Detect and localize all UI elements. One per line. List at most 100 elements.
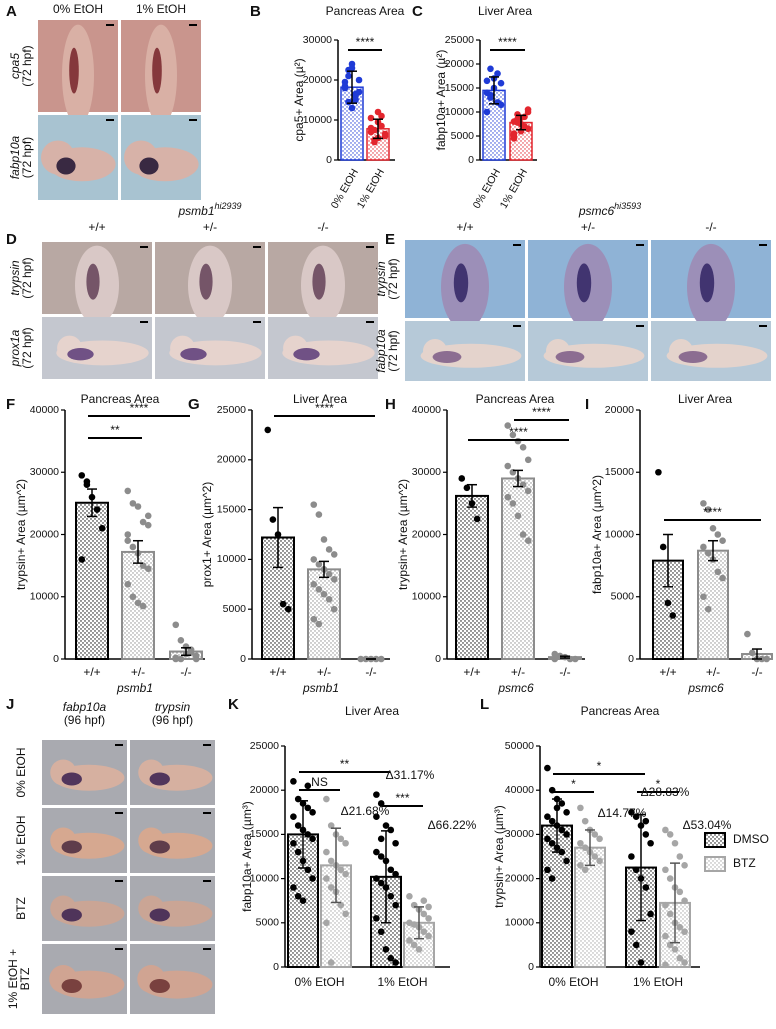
- significance-label: ****: [498, 35, 517, 49]
- organ-stain: [61, 908, 82, 922]
- column-label: -/-: [705, 220, 716, 234]
- organ-stain: [678, 351, 708, 363]
- data-point: [510, 135, 518, 142]
- data-point: [415, 946, 423, 953]
- x-tick-label: 1% EtOH: [633, 975, 683, 989]
- row-label: (72 hpf): [20, 45, 34, 86]
- data-point: [669, 612, 677, 619]
- data-point: [596, 857, 603, 865]
- data-point: [655, 468, 662, 476]
- data-point: [374, 108, 382, 116]
- row-label: 0% EtOH: [14, 747, 28, 797]
- data-point: [337, 901, 345, 909]
- panel-letter: G: [188, 396, 200, 413]
- data-point: [664, 599, 672, 607]
- chart-title: Liver Area: [678, 392, 732, 406]
- row-label: 1% EtOH +: [6, 949, 20, 1009]
- x-tick-label: +/-: [131, 665, 145, 679]
- y-tick-label: 10000: [250, 872, 279, 884]
- x-tick-label: -/-: [751, 665, 762, 679]
- data-point: [524, 537, 532, 545]
- y-tick-label: 15000: [445, 82, 474, 94]
- data-point: [310, 501, 318, 508]
- y-tick-label: 30000: [30, 466, 59, 478]
- data-point: [325, 595, 333, 603]
- significance-label: ****: [356, 35, 375, 49]
- error-bar: [381, 830, 391, 924]
- organ-stain: [149, 908, 170, 922]
- data-point: [425, 932, 432, 940]
- panel-letter: A: [6, 3, 17, 20]
- data-point: [124, 581, 132, 588]
- data-point: [382, 822, 390, 829]
- column-label: (96 hpf): [152, 713, 193, 727]
- data-point: [387, 892, 395, 900]
- data-point: [744, 630, 751, 638]
- data-point: [377, 655, 385, 663]
- data-point: [269, 516, 277, 523]
- data-point: [748, 649, 756, 657]
- data-point: [581, 844, 589, 851]
- x-tick-label: +/+: [659, 665, 676, 679]
- organ-stain: [61, 840, 82, 854]
- data-point: [458, 475, 466, 482]
- y-tick-label: 0: [628, 653, 634, 665]
- data-point: [342, 870, 349, 878]
- x-tick-label: 0% EtOH: [294, 975, 344, 989]
- data-point: [129, 593, 137, 601]
- data-point: [659, 543, 667, 551]
- x-tick-label: +/+: [83, 665, 100, 679]
- gene-name: psmc6: [578, 204, 615, 218]
- organ-stain: [312, 263, 326, 300]
- column-label: 0% EtOH: [53, 2, 103, 16]
- data-point: [563, 809, 570, 816]
- data-point: [378, 122, 385, 130]
- bar: [697, 549, 729, 660]
- error-bar: [560, 655, 570, 659]
- organ-stain: [555, 351, 585, 363]
- x-tick-label: +/-: [706, 665, 720, 679]
- data-point: [497, 101, 505, 109]
- data-point: [544, 764, 551, 772]
- data-point: [304, 831, 312, 838]
- row-label: cpa5: [8, 53, 22, 79]
- data-point: [628, 853, 635, 860]
- data-point: [647, 910, 654, 918]
- y-axis-label: fabp10a+ Area (µm^2): [590, 475, 604, 594]
- data-point: [662, 901, 669, 909]
- percent-change-label: Δ53.04%: [683, 818, 732, 832]
- column-label: 1% EtOH: [136, 2, 186, 16]
- row-label: (72 hpf): [386, 330, 400, 371]
- data-point: [377, 853, 385, 860]
- data-point: [544, 866, 551, 874]
- allele: hi3593: [614, 201, 641, 211]
- data-point: [700, 500, 707, 507]
- data-point: [373, 848, 380, 856]
- significance-label: *: [656, 777, 661, 791]
- chart-title: Liver Area: [478, 4, 532, 18]
- row-label: fabp10a: [8, 135, 22, 179]
- x-tick-label: -/-: [180, 665, 191, 679]
- significance-label: ****: [315, 401, 334, 415]
- data-point: [632, 941, 640, 949]
- panel-letter: D: [6, 231, 17, 248]
- organ-stain: [86, 263, 100, 300]
- y-tick-label: 10000: [217, 553, 246, 565]
- row-label: BTZ: [14, 897, 28, 920]
- data-point: [577, 862, 584, 869]
- organ-stain: [69, 47, 79, 94]
- y-tick-label: 25000: [217, 404, 246, 416]
- data-point: [577, 804, 584, 812]
- data-point: [676, 888, 684, 896]
- data-point: [124, 531, 132, 538]
- legend-swatch: [704, 856, 726, 872]
- data-point: [323, 919, 330, 927]
- data-point: [487, 94, 494, 101]
- data-point: [377, 835, 385, 843]
- data-point: [325, 546, 333, 553]
- legend-label: DMSO: [733, 832, 769, 846]
- data-point: [704, 506, 712, 513]
- significance-label: ****: [532, 405, 551, 419]
- data-point: [323, 848, 330, 856]
